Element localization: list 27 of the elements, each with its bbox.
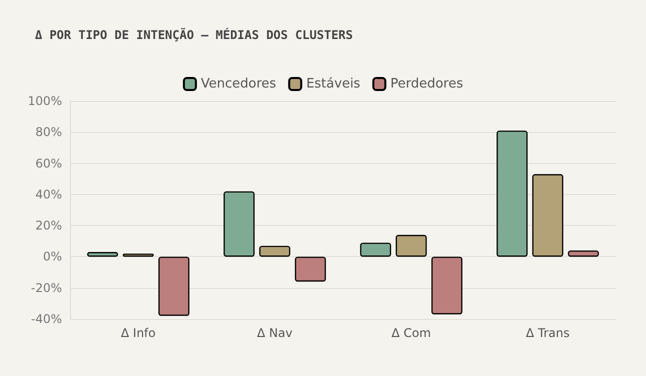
bar — [532, 174, 564, 257]
bar — [431, 256, 462, 314]
x-tick-label: Δ Com — [392, 326, 431, 340]
bar — [259, 246, 290, 257]
y-tick-label: 100% — [28, 94, 62, 108]
legend-label: Vencedores — [200, 76, 276, 92]
y-tick-label: 80% — [35, 125, 62, 140]
legend-label: Perdedores — [390, 76, 464, 92]
legend-label: Estáveis — [306, 76, 361, 92]
y-tick-label: 20% — [35, 218, 62, 233]
y-tick-label: -40% — [30, 312, 62, 326]
bar — [224, 191, 255, 257]
bar — [294, 256, 326, 282]
y-tick-label: 60% — [35, 156, 62, 170]
bar — [158, 256, 190, 316]
bar — [360, 242, 392, 257]
bar — [568, 250, 599, 257]
bar — [496, 130, 528, 257]
y-tick-label: 0% — [42, 250, 62, 264]
bar — [396, 234, 427, 257]
x-tick-label: Δ Nav — [257, 326, 292, 340]
y-tick-label: -20% — [30, 280, 62, 295]
y-tick-label: 40% — [35, 187, 62, 202]
x-tick-label: Δ Trans — [526, 326, 570, 340]
bar — [87, 252, 118, 257]
chart-title: Δ POR TIPO DE INTENÇÃO — MÉDIAS DOS CLUSTERS — [35, 27, 353, 42]
x-tick-label: Δ Info — [120, 326, 156, 340]
